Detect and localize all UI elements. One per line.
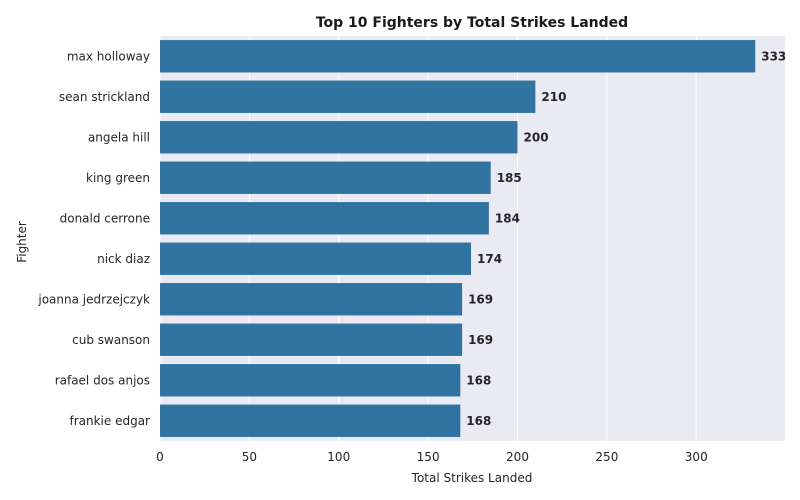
y-tick-label: rafael dos anjos bbox=[55, 373, 150, 387]
bar bbox=[160, 40, 756, 73]
bar bbox=[160, 202, 489, 235]
value-labels: 333 210 200 185 184 174 169 169 168 168 bbox=[466, 49, 786, 428]
y-tick-label: max holloway bbox=[67, 49, 150, 63]
x-axis-label: Total Strikes Landed bbox=[411, 471, 533, 485]
bar bbox=[160, 80, 536, 113]
bar-value-label: 174 bbox=[477, 252, 502, 266]
bar bbox=[160, 364, 461, 397]
x-tick-label: 300 bbox=[685, 450, 708, 464]
x-tick-label: 0 bbox=[156, 450, 164, 464]
chart-title: Top 10 Fighters by Total Strikes Landed bbox=[316, 15, 628, 31]
y-tick-label: king green bbox=[86, 171, 150, 185]
bar-value-label: 200 bbox=[524, 130, 549, 144]
x-tick-label: 100 bbox=[327, 450, 350, 464]
bar bbox=[160, 404, 461, 437]
bar-value-label: 168 bbox=[466, 373, 491, 387]
y-tick-label: donald cerrone bbox=[60, 211, 150, 225]
bar-value-label: 185 bbox=[497, 171, 522, 185]
bar-value-label: 168 bbox=[466, 414, 491, 428]
x-tick-label: 50 bbox=[242, 450, 257, 464]
y-tick-label: cub swanson bbox=[72, 333, 150, 347]
bar-value-label: 184 bbox=[495, 211, 520, 225]
bars bbox=[160, 40, 756, 437]
y-tick-label: angela hill bbox=[88, 130, 150, 144]
x-tick-label: 200 bbox=[506, 450, 529, 464]
y-tick-label: nick diaz bbox=[97, 252, 150, 266]
bar-value-label: 169 bbox=[468, 333, 493, 347]
bar bbox=[160, 121, 518, 154]
y-axis-label: Fighter bbox=[15, 221, 29, 263]
bar bbox=[160, 242, 472, 275]
x-tick-label: 250 bbox=[595, 450, 618, 464]
bar bbox=[160, 323, 463, 356]
bar-value-label: 210 bbox=[541, 90, 566, 104]
bar bbox=[160, 283, 463, 316]
y-tick-label: frankie edgar bbox=[69, 414, 150, 428]
y-tick-label: joanna jedrzejczyk bbox=[37, 292, 150, 306]
bar-value-label: 169 bbox=[468, 292, 493, 306]
x-tick-label: 150 bbox=[417, 450, 440, 464]
y-axis-tick-labels: max holloway sean strickland angela hill ki… bbox=[37, 49, 150, 428]
bar bbox=[160, 161, 491, 194]
y-tick-label: sean strickland bbox=[59, 90, 150, 104]
bar-value-label: 333 bbox=[761, 49, 786, 63]
x-axis-tick-labels: 0 50 100 150 200 250 300 bbox=[156, 450, 708, 464]
